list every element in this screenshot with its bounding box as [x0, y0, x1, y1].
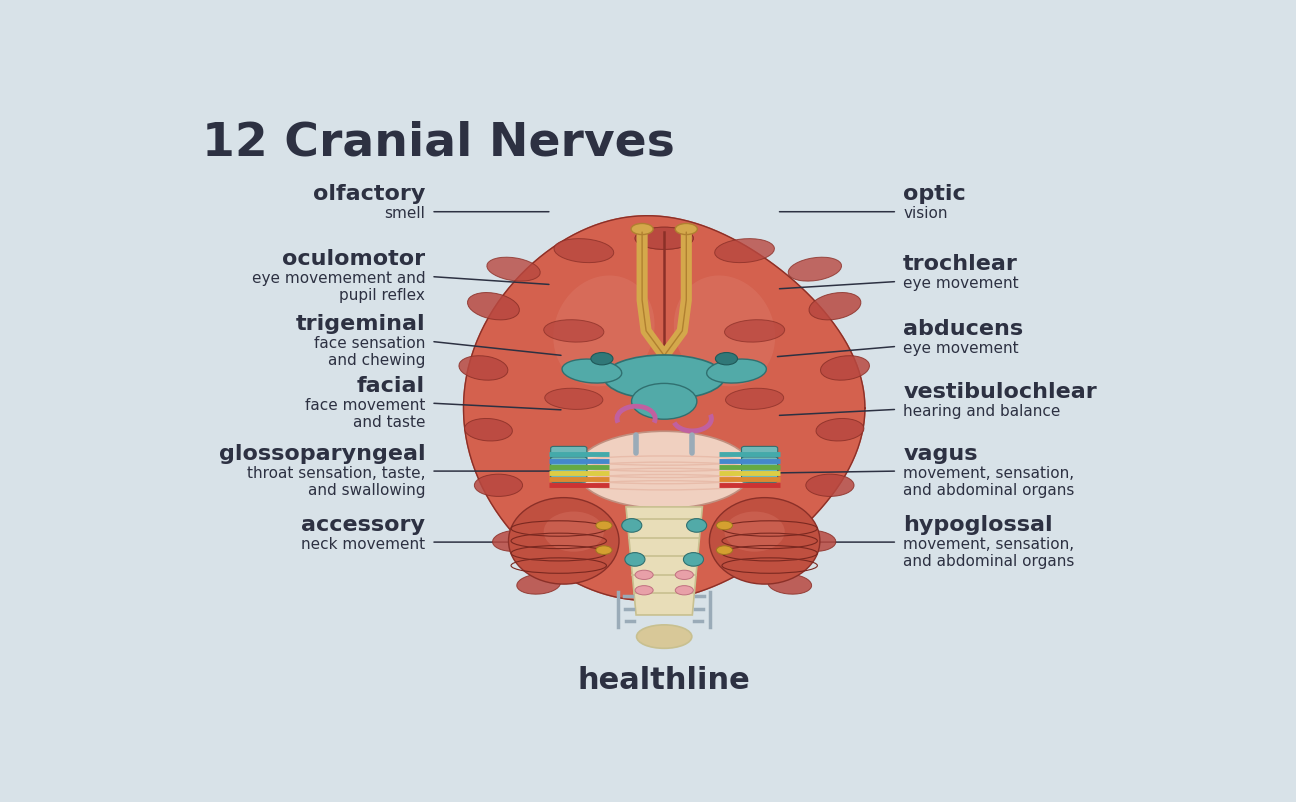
- Ellipse shape: [596, 521, 612, 530]
- Ellipse shape: [683, 553, 704, 566]
- Ellipse shape: [709, 497, 820, 584]
- Text: face sensation
and chewing: face sensation and chewing: [314, 336, 425, 368]
- Ellipse shape: [631, 224, 653, 234]
- Text: accessory: accessory: [301, 515, 425, 535]
- Text: eye movement: eye movement: [903, 276, 1019, 291]
- Text: neck movement: neck movement: [301, 537, 425, 552]
- Ellipse shape: [687, 519, 706, 533]
- Ellipse shape: [820, 356, 870, 380]
- Text: vision: vision: [903, 206, 947, 221]
- Ellipse shape: [591, 353, 613, 365]
- Ellipse shape: [631, 383, 697, 419]
- Text: movement, sensation,
and abdominal organs: movement, sensation, and abdominal organ…: [903, 465, 1074, 498]
- Text: healthline: healthline: [578, 666, 750, 695]
- Text: hypoglossal: hypoglossal: [903, 515, 1052, 535]
- Ellipse shape: [789, 530, 836, 552]
- Text: trochlear: trochlear: [903, 254, 1019, 274]
- Ellipse shape: [544, 512, 604, 552]
- Ellipse shape: [767, 574, 811, 594]
- Ellipse shape: [675, 570, 693, 580]
- Text: oculomotor: oculomotor: [283, 249, 425, 269]
- Ellipse shape: [717, 457, 772, 476]
- Ellipse shape: [517, 574, 561, 594]
- Ellipse shape: [544, 388, 603, 409]
- Text: smell: smell: [385, 206, 425, 221]
- Text: 12 Cranial Nerves: 12 Cranial Nerves: [202, 121, 675, 166]
- Text: vestibulochlear: vestibulochlear: [903, 382, 1096, 402]
- Ellipse shape: [717, 521, 732, 530]
- Ellipse shape: [474, 474, 522, 496]
- Ellipse shape: [635, 227, 693, 249]
- Text: eye movemement and
pupil reflex: eye movemement and pupil reflex: [251, 271, 425, 303]
- FancyBboxPatch shape: [551, 457, 587, 473]
- Ellipse shape: [715, 353, 737, 365]
- Ellipse shape: [724, 320, 784, 342]
- Ellipse shape: [635, 227, 693, 249]
- FancyBboxPatch shape: [551, 466, 587, 482]
- Ellipse shape: [577, 431, 752, 508]
- Text: optic: optic: [903, 184, 966, 205]
- Ellipse shape: [726, 388, 784, 409]
- Polygon shape: [464, 216, 864, 601]
- Ellipse shape: [625, 553, 645, 566]
- Ellipse shape: [806, 474, 854, 496]
- FancyBboxPatch shape: [741, 447, 778, 463]
- Ellipse shape: [635, 585, 653, 595]
- Text: hearing and balance: hearing and balance: [903, 403, 1060, 419]
- Ellipse shape: [508, 497, 619, 584]
- Text: trigeminal: trigeminal: [295, 314, 425, 334]
- PathPatch shape: [626, 507, 702, 615]
- Ellipse shape: [816, 419, 864, 441]
- FancyBboxPatch shape: [741, 457, 778, 473]
- FancyBboxPatch shape: [551, 447, 587, 463]
- Ellipse shape: [562, 359, 622, 383]
- Ellipse shape: [492, 530, 539, 552]
- Ellipse shape: [544, 320, 604, 342]
- Ellipse shape: [636, 625, 692, 648]
- Ellipse shape: [809, 293, 861, 320]
- Text: movement, sensation,
and abdominal organs: movement, sensation, and abdominal organ…: [903, 537, 1074, 569]
- Ellipse shape: [717, 546, 732, 554]
- Ellipse shape: [622, 519, 642, 533]
- FancyBboxPatch shape: [741, 466, 778, 482]
- Ellipse shape: [675, 224, 697, 234]
- Text: glossoparyngeal: glossoparyngeal: [219, 444, 425, 464]
- Ellipse shape: [464, 419, 512, 441]
- Text: vagus: vagus: [903, 444, 977, 464]
- Text: abducens: abducens: [903, 319, 1024, 339]
- Ellipse shape: [635, 570, 653, 580]
- Ellipse shape: [487, 257, 540, 282]
- Ellipse shape: [604, 355, 724, 399]
- Ellipse shape: [553, 275, 654, 387]
- Text: face movement
and taste: face movement and taste: [305, 398, 425, 430]
- Ellipse shape: [596, 546, 612, 554]
- Ellipse shape: [724, 512, 784, 552]
- Text: eye movement: eye movement: [903, 341, 1019, 356]
- Ellipse shape: [556, 457, 612, 476]
- Text: olfactory: olfactory: [312, 184, 425, 205]
- Ellipse shape: [468, 293, 520, 320]
- Ellipse shape: [788, 257, 841, 282]
- Text: facial: facial: [356, 376, 425, 395]
- Ellipse shape: [459, 356, 508, 380]
- Ellipse shape: [674, 275, 775, 387]
- Ellipse shape: [714, 239, 775, 262]
- Ellipse shape: [706, 359, 766, 383]
- Text: throat sensation, taste,
and swallowing: throat sensation, taste, and swallowing: [246, 465, 425, 498]
- Ellipse shape: [675, 585, 693, 595]
- Ellipse shape: [553, 239, 614, 262]
